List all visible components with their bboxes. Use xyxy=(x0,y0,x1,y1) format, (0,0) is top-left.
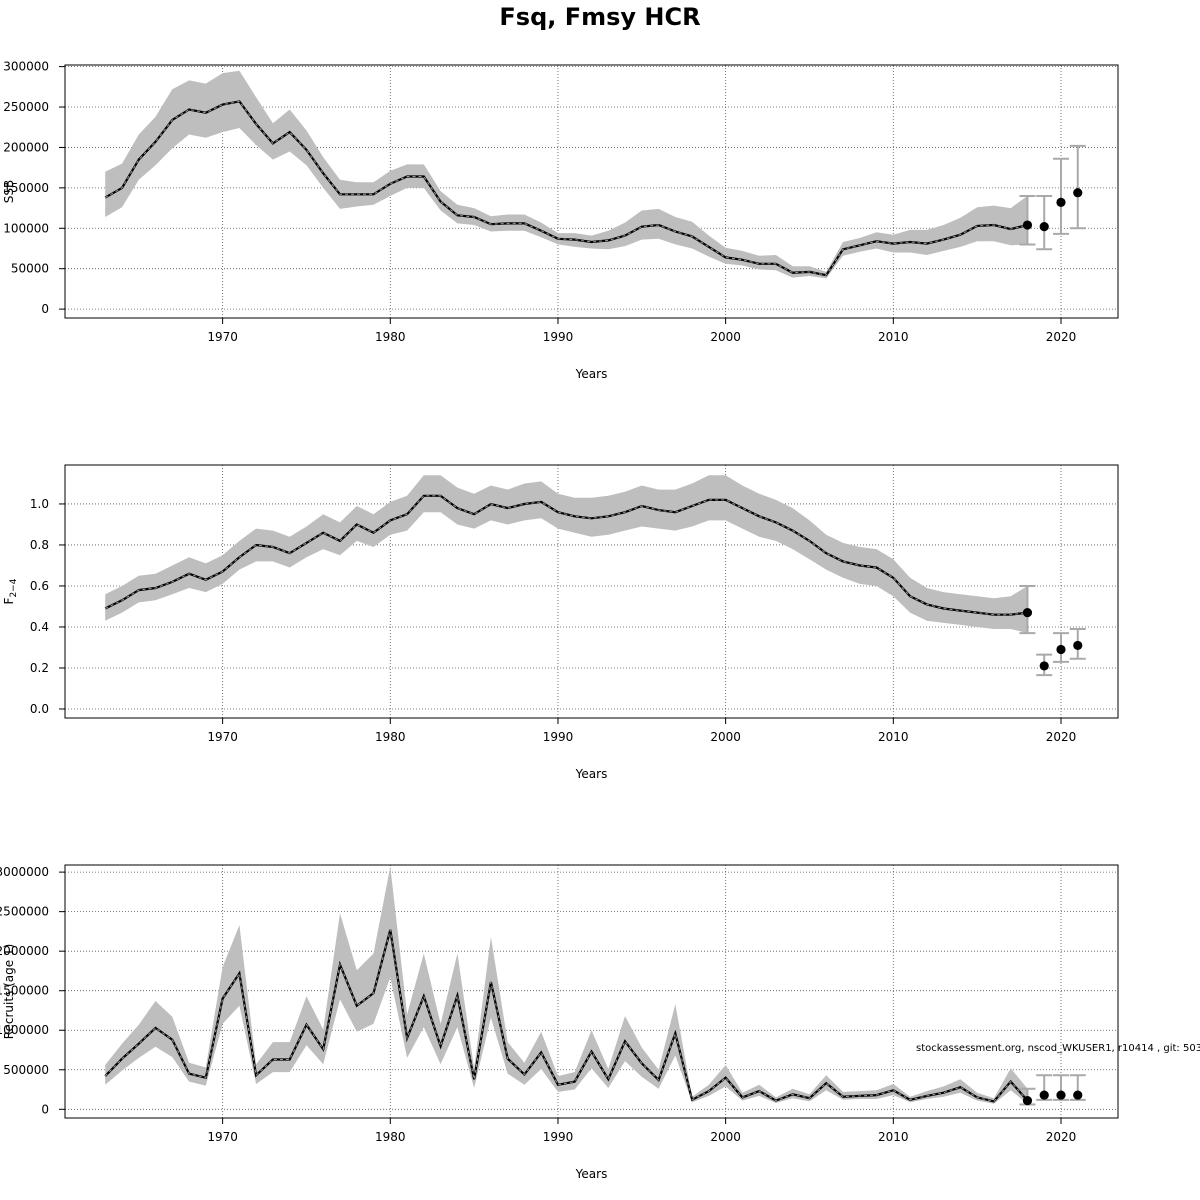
f-forecast-point-0 xyxy=(1022,608,1033,618)
recruits-xtick-label-4: 2010 xyxy=(878,1130,909,1144)
recruits-xtick-label-0: 1970 xyxy=(207,1130,238,1144)
recruits-ytick-label-5: 2500000 xyxy=(0,905,49,919)
ssb-ytick-label-0: 0 xyxy=(41,302,49,316)
f-xtick-label-1: 1980 xyxy=(375,730,406,744)
recruits-xtick-label-5: 2020 xyxy=(1046,1130,1077,1144)
ssb-forecast-point-3 xyxy=(1073,188,1083,198)
recruits-ytick-label-6: 3000000 xyxy=(0,865,49,879)
f-ytick-label-1: 0.2 xyxy=(30,661,49,675)
f-estimate-line-dash xyxy=(104,495,1028,616)
f-xtick-label-4: 2010 xyxy=(878,730,909,744)
recruits-ytick-label-2: 1000000 xyxy=(0,1023,49,1037)
f-ylabel-main: F xyxy=(2,597,16,604)
f-ylabel-subscript: 2−4 xyxy=(9,578,19,597)
recruits-forecast-point-3 xyxy=(1073,1090,1083,1100)
ssb-xtick-label-0: 1970 xyxy=(207,330,238,344)
f-ylabel: F2−4 xyxy=(2,578,19,604)
f-estimate-line xyxy=(104,494,1028,616)
recruits-ytick-label-3: 1500000 xyxy=(0,984,49,998)
f-ytick-label-3: 0.6 xyxy=(30,579,49,593)
recruits-xtick-label-2: 1990 xyxy=(543,1130,574,1144)
recruits-forecast-point-0 xyxy=(1022,1096,1033,1106)
recruits-xlabel: Years xyxy=(575,1167,608,1181)
ssb-ytick-label-3: 150000 xyxy=(3,181,49,195)
ssb-ytick-label-5: 250000 xyxy=(3,100,49,114)
recruits-estimate-line-dash xyxy=(104,929,1028,1102)
ssb-xtick-label-5: 2020 xyxy=(1046,330,1077,344)
f-frame xyxy=(64,464,1119,719)
ssb-ytick-label-2: 100000 xyxy=(3,221,49,235)
ssb-xtick-label-3: 2000 xyxy=(710,330,741,344)
chart-title: Fsq, Fmsy HCR xyxy=(499,3,701,31)
f-forecast-point-1 xyxy=(1039,661,1049,671)
ssb-xlabel: Years xyxy=(575,367,608,381)
ssb-forecast-point-0 xyxy=(1022,220,1033,230)
recruits-forecast-point-1 xyxy=(1039,1090,1049,1100)
f-ytick-label-5: 1.0 xyxy=(30,497,49,511)
ssb-forecast-point-2 xyxy=(1056,197,1066,208)
ssb-confidence-band xyxy=(105,70,1028,279)
recruits-forecast-point-2 xyxy=(1056,1090,1066,1100)
recruits-ytick-label-1: 500000 xyxy=(3,1063,49,1077)
f-confidence-band xyxy=(105,475,1028,634)
ssb-panel: 1970 1980 1990 2000 2010 2020 0 50000 100000 1500… xyxy=(2,60,1119,381)
f-forecast-point-3 xyxy=(1073,640,1083,651)
f-xtick-label-0: 1970 xyxy=(207,730,238,744)
ssb-ylabel: SSB xyxy=(2,180,16,203)
f-xlabel: Years xyxy=(575,767,608,781)
recruits-ytick-label-0: 0 xyxy=(41,1102,49,1116)
f-forecast-point-2 xyxy=(1056,644,1066,655)
f-xtick-label-2: 1990 xyxy=(543,730,574,744)
ssb-ytick-label-6: 300000 xyxy=(3,60,49,74)
recruits-xtick-label-3: 2000 xyxy=(710,1130,741,1144)
ssb-frame xyxy=(64,64,1119,319)
recruits-confidence-band xyxy=(105,866,1028,1104)
f-ytick-label-2: 0.4 xyxy=(30,620,49,634)
f-xtick-label-3: 2000 xyxy=(710,730,741,744)
ssb-forecast-point-1 xyxy=(1039,222,1049,232)
f-xtick-label-5: 2020 xyxy=(1046,730,1077,744)
recruits-ylabel: Recruits (age 1) xyxy=(2,944,16,1040)
ssb-xtick-label-2: 1990 xyxy=(543,330,574,344)
recruits-panel: 1970 1980 1990 2000 2010 2020 0 500000 1000000 15… xyxy=(0,864,1119,1181)
f-ytick-label-4: 0.8 xyxy=(30,538,49,552)
recruits-frame xyxy=(64,864,1119,1119)
fishing-mortality-panel: 1970 1980 1990 2000 2010 2020 0.0 0.2 0.4 0.6 0.8 1… xyxy=(2,464,1119,781)
ssb-xtick-label-1: 1980 xyxy=(375,330,406,344)
ssb-ytick-label-1: 50000 xyxy=(11,262,49,276)
recruits-ytick-label-4: 2000000 xyxy=(0,944,49,958)
footnote-text: stockassessment.org, nscod_WKUSER1, r104… xyxy=(916,1043,1200,1054)
f-ytick-label-0: 0.0 xyxy=(30,702,49,716)
ssb-estimate-line xyxy=(104,100,1028,277)
ssb-ytick-label-4: 200000 xyxy=(3,140,49,154)
ssb-xtick-label-4: 2010 xyxy=(878,330,909,344)
recruits-xtick-label-1: 1980 xyxy=(375,1130,406,1144)
